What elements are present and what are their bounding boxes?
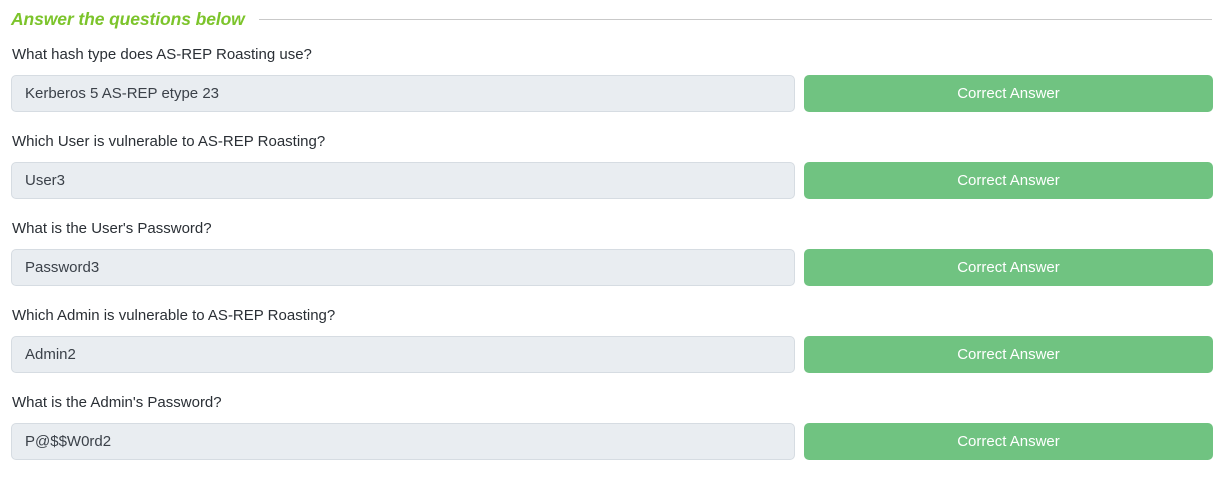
section-header: Answer the questions below [0, 4, 1223, 34]
answer-row: Admin2 Correct Answer [11, 336, 1213, 373]
question-block: What is the User's Password? Password3 C… [11, 219, 1213, 286]
correct-answer-button[interactable]: Correct Answer [804, 336, 1213, 373]
correct-answer-button[interactable]: Correct Answer [804, 162, 1213, 199]
correct-answer-button[interactable]: Correct Answer [804, 249, 1213, 286]
correct-answer-button[interactable]: Correct Answer [804, 423, 1213, 460]
question-block: Which Admin is vulnerable to AS-REP Roas… [11, 306, 1213, 373]
header-divider [258, 18, 1212, 20]
question-label: What is the User's Password? [12, 220, 212, 237]
answer-row: P@$$W0rd2 Correct Answer [11, 423, 1213, 460]
question-block: What is the Admin's Password? P@$$W0rd2 … [11, 393, 1213, 460]
question-block: Which User is vulnerable to AS-REP Roast… [11, 132, 1213, 199]
answer-input[interactable]: Admin2 [11, 336, 795, 373]
question-label: Which Admin is vulnerable to AS-REP Roas… [12, 307, 336, 324]
question-block: What hash type does AS-REP Roasting use?… [11, 45, 1213, 112]
answer-input[interactable]: User3 [11, 162, 795, 199]
question-label: What hash type does AS-REP Roasting use? [12, 46, 312, 63]
question-label: What is the Admin's Password? [12, 394, 222, 411]
question-list: What hash type does AS-REP Roasting use?… [0, 45, 1223, 460]
answer-row: Password3 Correct Answer [11, 249, 1213, 286]
answer-row: Kerberos 5 AS-REP etype 23 Correct Answe… [11, 75, 1213, 112]
question-label: Which User is vulnerable to AS-REP Roast… [12, 133, 326, 150]
page-title: Answer the questions below [11, 8, 245, 29]
answer-input[interactable]: P@$$W0rd2 [11, 423, 795, 460]
answer-row: User3 Correct Answer [11, 162, 1213, 199]
answer-input[interactable]: Kerberos 5 AS-REP etype 23 [11, 75, 795, 112]
correct-answer-button[interactable]: Correct Answer [804, 75, 1213, 112]
answer-input[interactable]: Password3 [11, 249, 795, 286]
